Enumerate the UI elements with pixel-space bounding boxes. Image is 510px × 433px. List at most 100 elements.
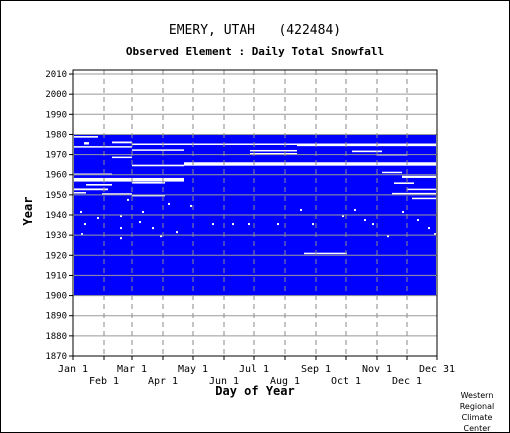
y-tick-label: 1960	[45, 171, 67, 181]
y-tick-label: 1980	[45, 130, 67, 140]
missing-data-gap	[412, 197, 437, 200]
missing-data-dot	[312, 223, 314, 226]
x-tick-label: Aug 1	[270, 376, 300, 387]
y-tick-label: 1950	[45, 191, 67, 201]
missing-data-dot	[428, 227, 430, 230]
y-tick-label: 1870	[45, 352, 67, 362]
missing-data-gap	[73, 136, 98, 138]
missing-data-gap	[184, 162, 437, 166]
credit-line: Western	[460, 391, 494, 400]
x-tick-label: Jul 1	[239, 364, 269, 375]
missing-data-gap	[132, 181, 165, 184]
y-tick-label: 1910	[45, 271, 67, 281]
missing-data-dot	[372, 223, 374, 226]
y-tick-label: 1920	[45, 251, 67, 261]
grid-layer	[73, 70, 437, 356]
missing-data-dot	[417, 219, 419, 222]
missing-data-dot	[139, 221, 141, 224]
missing-data-gap	[392, 192, 437, 195]
x-tick-label: Dec 1	[392, 376, 422, 387]
missing-data-gap	[112, 156, 132, 159]
missing-data-dot	[212, 223, 214, 226]
y-tick-label: 2000	[45, 90, 67, 100]
x-tick-label: May 1	[178, 364, 208, 375]
missing-data-gap	[73, 146, 132, 148]
missing-data-gap	[73, 177, 184, 182]
credit-line: Regional	[459, 402, 495, 411]
missing-data-dot	[127, 198, 129, 201]
x-tick-label: Oct 1	[331, 376, 361, 387]
missing-data-gap	[250, 152, 297, 155]
missing-data-dot	[160, 235, 162, 238]
missing-data-gap	[394, 182, 414, 184]
missing-data-dot	[354, 208, 356, 211]
credit-block: Western Regional Climate Center	[449, 390, 505, 433]
missing-data-dot	[97, 217, 99, 220]
y-tick-label: 1940	[45, 211, 67, 221]
missing-data-gap	[132, 149, 184, 151]
missing-data-dot	[387, 235, 389, 238]
missing-data-dot	[120, 237, 122, 240]
missing-data-dot	[402, 210, 404, 213]
missing-data-gap	[407, 188, 437, 191]
missing-data-gap	[73, 192, 86, 194]
missing-data-dot	[300, 208, 302, 211]
plot-area-border	[72, 69, 438, 357]
y-tick-label: 1890	[45, 312, 67, 322]
credit-line: Center	[463, 424, 491, 433]
missing-data-gap	[132, 194, 165, 197]
missing-data-dot	[120, 227, 122, 230]
y-tick-label: 1930	[45, 231, 67, 241]
missing-data-gap	[352, 150, 382, 153]
missing-data-dot	[277, 223, 279, 226]
y-tick-label: 1990	[45, 110, 67, 120]
missing-data-dot	[434, 233, 436, 236]
x-tick-label: Mar 1	[117, 364, 147, 375]
credit-line: Climate	[461, 413, 493, 422]
x-tick-label: Jan 1	[58, 364, 88, 375]
missing-data-dot	[152, 227, 154, 230]
missing-data-gap	[84, 142, 89, 145]
x-tick-label: Nov 1	[362, 364, 392, 375]
tick-label-layer: 1870 1880 1890 1900 1910 1920 1930 1940 1950 1960…	[45, 70, 455, 387]
missing-data-gap	[402, 175, 437, 178]
missing-data-dot	[80, 210, 82, 213]
x-tick-label: Apr 1	[148, 376, 178, 387]
x-tick-label: Dec 31	[419, 364, 455, 375]
x-tick-label: Feb 1	[89, 376, 119, 387]
tick-layer	[69, 73, 438, 360]
missing-data-dot	[232, 223, 234, 226]
x-tick-label: Sep 1	[301, 364, 331, 375]
missing-data-gap	[250, 149, 297, 152]
missing-data-gap	[102, 193, 132, 195]
missing-data-dot	[81, 233, 83, 236]
missing-data-gap	[437, 174, 439, 296]
missing-data-gap	[73, 188, 108, 191]
chart-title: EMERY, UTAH (422484)	[168, 23, 342, 38]
missing-data-dot	[120, 215, 122, 218]
missing-data-gap	[112, 141, 132, 144]
x-tick-label: Jun 1	[209, 376, 239, 387]
missing-data-dot	[168, 202, 170, 205]
y-tick-label: 2010	[45, 70, 67, 80]
x-axis-label: Day of Year	[215, 384, 294, 398]
missing-data-dot	[84, 223, 86, 226]
missing-data-dot	[142, 210, 144, 213]
missing-data-dot	[176, 231, 178, 234]
missing-data-gap	[304, 252, 347, 255]
missing-data-dot	[364, 219, 366, 222]
missing-data-dot	[342, 215, 344, 218]
missing-data-gap	[297, 144, 437, 147]
missing-data-dot	[248, 223, 250, 226]
y-tick-label: 1880	[45, 332, 67, 342]
y-tick-label: 1970	[45, 151, 67, 161]
chart-subtitle: Observed Element : Daily Total Snowfall	[125, 45, 385, 58]
y-axis-label: Year	[21, 197, 35, 226]
missing-data-dot	[190, 204, 192, 207]
missing-data-gap	[382, 171, 402, 174]
missing-data-gap	[86, 183, 112, 186]
missing-data-gap	[132, 164, 184, 167]
y-tick-label: 1900	[45, 292, 67, 302]
